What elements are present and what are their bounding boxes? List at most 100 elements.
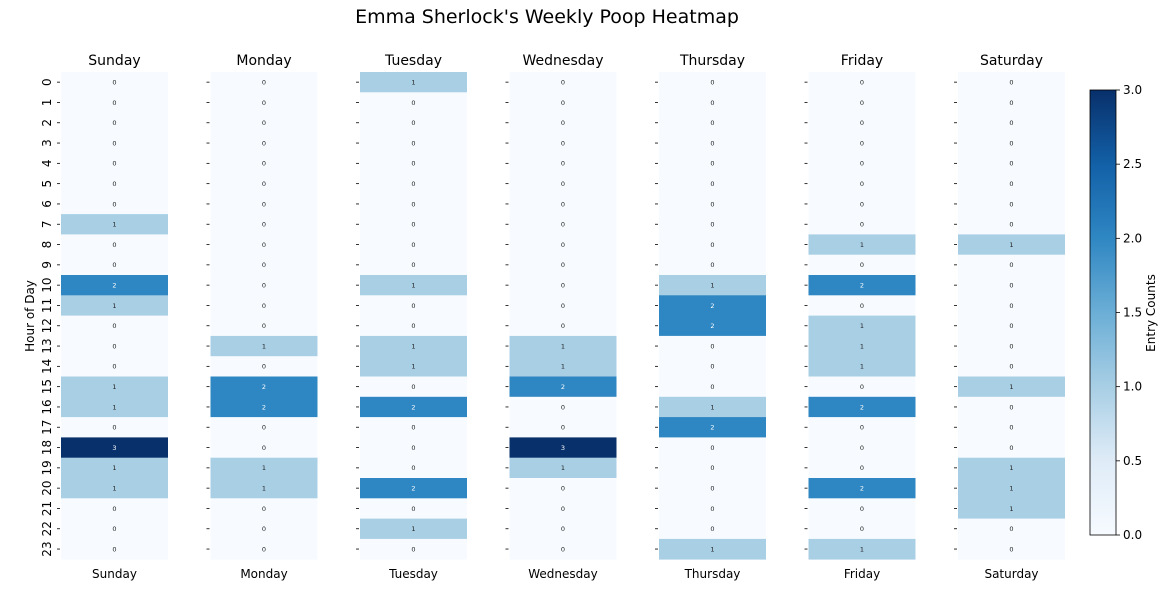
cell-value-label: 0 <box>710 383 714 391</box>
cell-value-label: 0 <box>112 119 116 127</box>
heatmap-cell <box>808 92 916 113</box>
cell-value-label: 0 <box>262 525 266 533</box>
heatmap-cell <box>659 72 766 93</box>
day-xlabel: Thursday <box>684 567 741 581</box>
cell-value-label: 0 <box>561 99 565 107</box>
cell-value-label: 1 <box>411 525 415 533</box>
cell-value-label: 0 <box>411 261 415 269</box>
heatmap-cell <box>360 295 467 316</box>
heatmap-cell <box>509 72 617 93</box>
cell-value-label: 0 <box>411 383 415 391</box>
heatmap-cell <box>958 396 1065 418</box>
heatmap-cell <box>509 254 617 276</box>
heatmap-cell <box>958 193 1065 215</box>
heatmap-cell <box>360 193 467 215</box>
heatmap-cell <box>360 112 467 134</box>
day-title: Friday <box>841 53 883 69</box>
colorbar-tick-label: 3.0 <box>1123 83 1142 97</box>
hour-tick-label: 6 <box>40 200 54 208</box>
heatmap-cell <box>958 376 1065 398</box>
cell-value-label: 0 <box>710 180 714 188</box>
heatmap-cell <box>509 538 617 560</box>
cell-value-label: 0 <box>561 505 565 513</box>
cell-value-label: 0 <box>860 221 864 229</box>
heatmap-cell <box>958 498 1065 519</box>
heatmap-cell <box>210 417 318 438</box>
heatmap-cell <box>808 315 916 337</box>
cell-value-label: 1 <box>1009 241 1013 249</box>
heatmap-cell <box>659 254 766 276</box>
colorbar-tick-label: 1.5 <box>1123 306 1142 320</box>
heatmap-cell <box>509 498 617 519</box>
heatmap-cell <box>808 234 916 256</box>
cell-value-label: 0 <box>561 139 565 147</box>
heatmap-cell <box>509 214 617 235</box>
day-xlabel: Tuesday <box>388 567 438 581</box>
cell-value-label: 2 <box>710 322 714 330</box>
heatmap-cell <box>958 234 1065 256</box>
cell-value-label: 0 <box>860 505 864 513</box>
heatmap-cell <box>509 396 617 418</box>
cell-value-label: 0 <box>561 424 565 432</box>
cell-value-label: 2 <box>411 484 415 492</box>
heatmap-cell <box>61 295 168 316</box>
chart-title: Emma Sherlock's Weekly Poop Heatmap <box>355 6 739 28</box>
heatmap-cell <box>61 437 168 459</box>
cell-value-label: 1 <box>1009 383 1013 391</box>
heatmap-cell <box>808 132 916 154</box>
cell-value-label: 3 <box>112 444 116 452</box>
cell-value-label: 0 <box>1009 424 1013 432</box>
heatmap-cell <box>509 315 617 337</box>
heatmap-cell <box>659 315 766 337</box>
heatmap-cell <box>360 478 467 499</box>
heatmap-cell <box>509 193 617 215</box>
cell-value-label: 0 <box>1009 525 1013 533</box>
cell-value-label: 0 <box>860 444 864 452</box>
heatmap-cell <box>61 132 168 154</box>
heatmap-cell <box>659 356 766 377</box>
heatmap-cell <box>61 153 168 174</box>
cell-value-label: 0 <box>710 484 714 492</box>
heatmap-cell <box>808 254 916 276</box>
cell-value-label: 0 <box>710 444 714 452</box>
heatmap-cell <box>958 275 1065 296</box>
heatmap-cell <box>210 396 318 418</box>
cell-value-label: 2 <box>860 484 864 492</box>
heatmap-cell <box>958 72 1065 93</box>
heatmap-cell <box>808 173 916 195</box>
cell-value-label: 0 <box>710 200 714 208</box>
heatmap-cell <box>509 295 617 316</box>
day-xlabel: Monday <box>240 567 287 581</box>
day-panel-tuesday: Tuesday Tuesday 1 0 0 0 0 0 0 0 0 0 1 0 0 1 1 0 2 0 0 0 2 0 1 0 <box>356 53 467 581</box>
heatmap-cell <box>509 234 617 256</box>
cell-value-label: 0 <box>112 363 116 371</box>
heatmap-cell <box>360 376 467 398</box>
cell-value-label: 0 <box>860 119 864 127</box>
cell-value-label: 1 <box>262 342 266 350</box>
heatmap-cell <box>210 538 318 560</box>
cell-value-label: 0 <box>1009 221 1013 229</box>
cell-value-label: 1 <box>710 545 714 553</box>
day-xlabel: Wednesday <box>528 567 597 581</box>
day-xlabel: Saturday <box>984 567 1038 581</box>
heatmap-cell <box>808 478 916 499</box>
cell-value-label: 1 <box>112 221 116 229</box>
heatmap-cell <box>509 478 617 499</box>
day-title: Tuesday <box>384 53 442 69</box>
cell-value-label: 1 <box>262 484 266 492</box>
day-title: Monday <box>236 53 291 69</box>
heatmap-cell <box>61 335 168 357</box>
heatmap-cell <box>360 173 467 195</box>
heatmap-cell <box>61 275 168 296</box>
cell-value-label: 1 <box>411 363 415 371</box>
cell-value-label: 1 <box>411 78 415 86</box>
cell-value-label: 0 <box>1009 281 1013 289</box>
cell-value-label: 0 <box>561 241 565 249</box>
heatmap-cell <box>210 153 318 174</box>
cell-value-label: 0 <box>411 221 415 229</box>
cell-value-label: 0 <box>561 545 565 553</box>
cell-value-label: 0 <box>112 99 116 107</box>
cell-value-label: 0 <box>710 525 714 533</box>
cell-value-label: 0 <box>262 180 266 188</box>
cell-value-label: 0 <box>262 78 266 86</box>
